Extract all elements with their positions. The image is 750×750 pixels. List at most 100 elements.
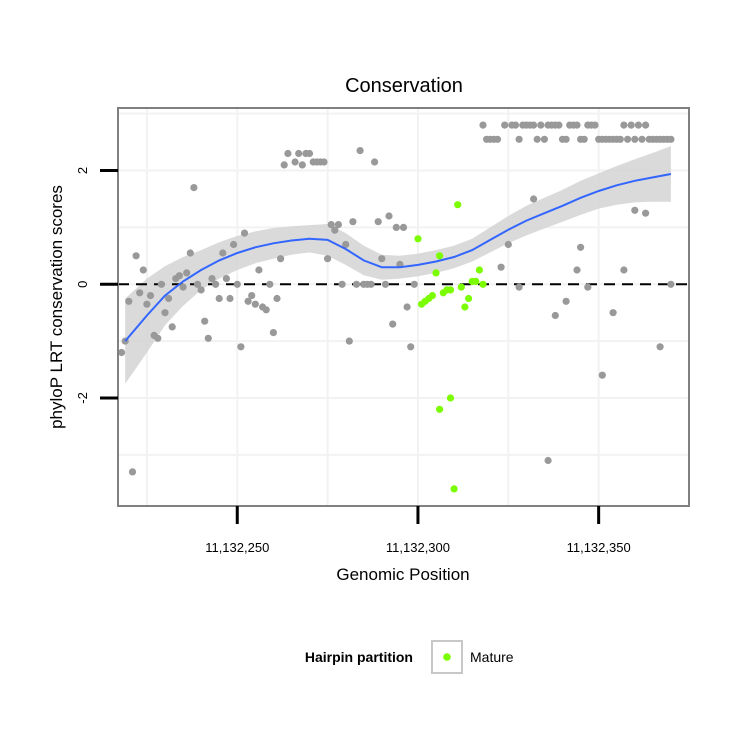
data-point xyxy=(562,135,570,143)
mature-data-point xyxy=(414,235,422,243)
mature-data-point xyxy=(479,280,487,288)
data-point xyxy=(201,317,209,325)
data-point xyxy=(280,161,288,169)
data-point xyxy=(157,280,165,288)
data-point xyxy=(331,226,339,234)
data-point xyxy=(642,209,650,217)
data-point xyxy=(212,280,220,288)
data-point xyxy=(410,280,418,288)
y-tick-label: 0 xyxy=(75,281,90,288)
data-point xyxy=(634,121,643,129)
data-point xyxy=(392,223,400,231)
data-point xyxy=(219,249,227,257)
mature-data-point xyxy=(465,294,473,303)
data-point xyxy=(168,323,176,331)
data-point xyxy=(544,456,552,465)
mature-data-point xyxy=(436,252,444,260)
mature-data-point xyxy=(446,286,455,294)
data-point xyxy=(540,135,549,143)
data-point xyxy=(305,149,314,158)
data-point xyxy=(190,184,198,192)
data-point xyxy=(620,266,628,274)
data-point xyxy=(638,135,646,143)
data-point xyxy=(342,240,350,249)
data-point xyxy=(367,280,375,288)
data-point xyxy=(186,249,194,257)
y-axis: 2 0 -2 xyxy=(75,167,118,404)
data-point xyxy=(620,121,628,129)
mature-data-point xyxy=(436,405,444,413)
y-tick-label: 2 xyxy=(75,167,90,174)
data-point xyxy=(667,135,675,143)
data-point xyxy=(562,297,570,305)
data-point xyxy=(324,255,332,263)
data-point xyxy=(656,343,664,351)
data-point xyxy=(338,280,346,288)
chart-title: Conservation xyxy=(345,75,463,97)
mature-data-point xyxy=(461,303,469,311)
data-point xyxy=(320,158,328,166)
data-point xyxy=(533,135,541,143)
legend-mature-marker xyxy=(443,653,451,661)
data-point xyxy=(631,135,639,143)
data-point xyxy=(530,121,538,129)
mature-data-point xyxy=(475,266,483,274)
data-point xyxy=(136,289,144,297)
data-point xyxy=(667,280,675,288)
data-point xyxy=(580,135,588,143)
data-point xyxy=(399,223,408,231)
data-point xyxy=(255,266,263,274)
data-point xyxy=(132,252,140,260)
data-point xyxy=(197,286,205,294)
data-point xyxy=(327,221,335,229)
data-point xyxy=(291,158,299,166)
data-point xyxy=(204,334,212,342)
data-point xyxy=(378,255,386,263)
data-point xyxy=(349,218,357,226)
data-point xyxy=(277,255,285,263)
plot-panel xyxy=(117,107,690,507)
data-point xyxy=(403,303,411,311)
x-tick-label: 11,132,350 xyxy=(567,540,631,555)
data-point xyxy=(555,121,563,129)
panel-border xyxy=(117,107,690,507)
data-point xyxy=(334,221,342,229)
data-point xyxy=(537,121,545,129)
legend: Hairpin partition Mature xyxy=(305,640,514,674)
data-point xyxy=(371,158,379,166)
mature-data-point xyxy=(472,277,480,285)
data-point xyxy=(298,161,306,169)
data-point xyxy=(642,121,650,129)
y-tick-label: -2 xyxy=(75,392,90,404)
data-point xyxy=(345,337,353,345)
data-point xyxy=(233,280,241,288)
x-axis-title: Genomic Position xyxy=(336,565,469,584)
data-point xyxy=(139,266,147,274)
data-point xyxy=(125,297,133,305)
data-point xyxy=(530,195,538,203)
data-point xyxy=(631,206,639,214)
data-point xyxy=(624,135,632,143)
data-point xyxy=(128,468,137,476)
data-point xyxy=(266,280,274,288)
data-point xyxy=(193,280,202,288)
data-point xyxy=(179,283,187,291)
data-point xyxy=(143,300,151,308)
y-axis-title: phyloP LRT conservation scores xyxy=(47,185,66,429)
data-point xyxy=(352,280,361,288)
data-point xyxy=(251,300,259,308)
smooth-trend-line xyxy=(124,173,672,342)
data-point xyxy=(584,283,592,291)
data-point xyxy=(262,306,270,314)
data-point xyxy=(551,311,559,320)
mature-data-point xyxy=(446,394,455,402)
legend-title: Hairpin partition xyxy=(305,649,413,665)
data-point xyxy=(244,297,252,305)
data-point xyxy=(479,121,487,129)
data-point xyxy=(389,320,397,328)
data-point xyxy=(573,121,581,129)
data-point xyxy=(273,294,281,303)
data-point xyxy=(515,135,523,143)
data-point xyxy=(511,121,520,129)
